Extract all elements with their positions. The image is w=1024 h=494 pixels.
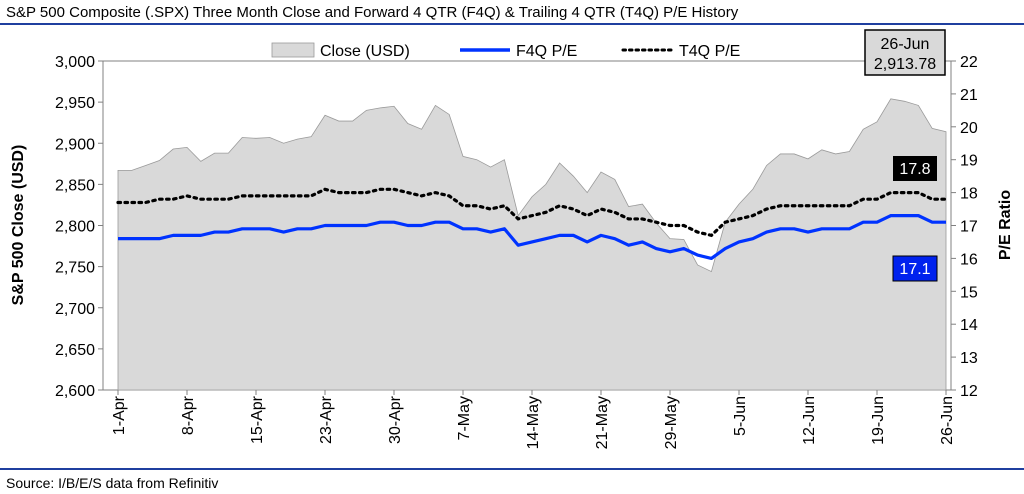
f4q-end-label: 17.1 <box>892 255 938 282</box>
x-tick-label: 21-May <box>594 396 611 449</box>
left-tick-label: 2,800 <box>55 219 95 236</box>
t4q-pe-line <box>116 187 948 238</box>
x-tick-label: 14-May <box>525 396 542 449</box>
x-tick-label: 1-Apr <box>111 395 128 435</box>
right-tick-label: 18 <box>960 186 978 203</box>
last-close-box: 26-Jun 2,913.78 <box>864 29 946 76</box>
chart-title: S&P 500 Composite (.SPX) Three Month Clo… <box>6 4 739 21</box>
last-close-box-frame <box>864 29 946 76</box>
left-tick-label: 2,750 <box>55 260 95 277</box>
legend-label-t4q: T4Q P/E <box>679 43 740 60</box>
x-tick-label: 12-Jun <box>801 396 818 445</box>
t4q-end-label-text: 17.8 <box>899 161 930 178</box>
f4q-pe-line <box>118 214 946 260</box>
pe-lines-layer <box>116 187 948 260</box>
left-tick-label: 2,600 <box>55 383 95 400</box>
left-tick-label: 2,850 <box>55 177 95 194</box>
x-tick-label: 7-May <box>456 396 473 440</box>
right-tick-label: 22 <box>960 54 978 71</box>
right-tick-label: 16 <box>960 251 978 268</box>
left-tick-label: 3,000 <box>55 54 95 71</box>
right-tick-label: 17 <box>960 219 978 236</box>
right-tick-label: 21 <box>960 87 978 104</box>
close-area-layer <box>117 98 947 391</box>
x-tick-label: 23-Apr <box>318 395 335 444</box>
right-axis-title: P/E Ratio <box>997 190 1014 260</box>
right-tick-label: 20 <box>960 120 978 137</box>
legend-label-close: Close (USD) <box>320 43 410 60</box>
right-tick-label: 13 <box>960 350 978 367</box>
f4q-end-label-bg <box>892 255 938 282</box>
t4q-end-label-bg <box>893 156 937 181</box>
left-tick-label: 2,900 <box>55 136 95 153</box>
x-tick-label: 15-Apr <box>249 395 266 444</box>
left-tick-label: 2,700 <box>55 301 95 318</box>
x-tick-label: 8-Apr <box>180 395 197 435</box>
legend: Close (USD) F4Q P/E T4Q P/E <box>271 42 740 60</box>
right-tick-label: 14 <box>960 317 978 334</box>
legend-label-f4q: F4Q P/E <box>516 43 577 60</box>
x-tick-label: 29-May <box>663 396 680 449</box>
source-note: Source: I/B/E/S data from Refinitiv <box>6 475 218 491</box>
left-axis-title: S&P 500 Close (USD) <box>10 145 27 306</box>
x-tick-label: 26-Jun <box>939 396 956 445</box>
left-tick-label: 2,650 <box>55 342 95 359</box>
x-axis: 1-Apr 8-Apr 15-Apr 23-Apr 30-Apr 7-May 14-May 2… <box>111 390 956 449</box>
last-close-date: 26-Jun <box>881 36 930 53</box>
right-y-axis: 12 13 14 15 16 17 18 19 20 21 22 <box>951 54 978 400</box>
f4q-end-label-text: 17.1 <box>899 261 930 278</box>
x-tick-label: 30-Apr <box>387 395 404 444</box>
x-tick-label: 5-Jun <box>732 396 749 436</box>
legend-swatch-close <box>271 42 315 58</box>
close-area <box>117 98 947 391</box>
right-tick-label: 19 <box>960 153 978 170</box>
x-tick-label: 19-Jun <box>870 396 887 445</box>
left-y-axis: 2,600 2,650 2,700 2,750 2,800 2,850 2,900 2,950… <box>55 54 103 400</box>
right-tick-label: 15 <box>960 284 978 301</box>
t4q-end-label: 17.8 <box>893 156 937 181</box>
last-close-value: 2,913.78 <box>874 56 936 73</box>
right-tick-label: 12 <box>960 383 978 400</box>
left-tick-label: 2,950 <box>55 95 95 112</box>
